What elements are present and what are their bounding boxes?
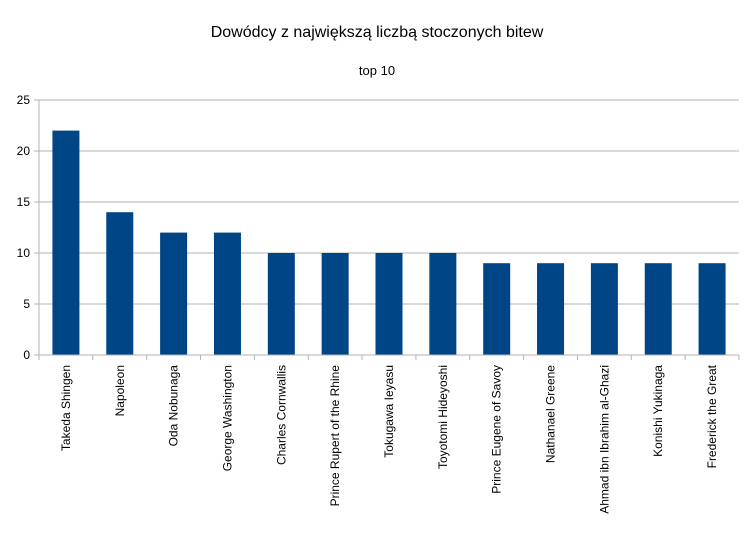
- bar-10: [590, 263, 618, 355]
- bar-8: [483, 263, 511, 355]
- x-category-label: Prince Eugene of Savoy: [490, 365, 504, 494]
- x-category-label: Napoleon: [113, 365, 127, 416]
- x-category-label: Ahmad ibn Ibrahim al-Ghazi: [597, 365, 611, 514]
- x-category-label: Nathanael Greene: [544, 365, 558, 463]
- y-tick-label: 5: [23, 297, 30, 311]
- x-category-label: Takeda Shingen: [59, 365, 73, 451]
- bar-3: [213, 232, 241, 355]
- bar-12: [698, 263, 726, 355]
- bar-6: [375, 253, 403, 355]
- x-category-label: Toyotomi Hideyoshi: [436, 365, 450, 469]
- axes: [34, 99, 740, 360]
- y-tick-label: 20: [17, 144, 31, 158]
- bar-5: [321, 253, 349, 355]
- y-tick-label: 25: [17, 93, 31, 107]
- bars: [52, 130, 726, 355]
- x-category-label: Prince Rupert of the Rhine: [328, 365, 342, 507]
- y-tick-labels: 0 5 10 15 20 25: [17, 93, 31, 362]
- bar-0: [52, 130, 80, 355]
- bar-9: [537, 263, 565, 355]
- x-category-label: Tokugawa Ieyasu: [382, 365, 396, 458]
- chart-title: Dowódcy z największą liczbą stoczonych b…: [211, 24, 544, 41]
- x-category-label: Oda Nobunaga: [167, 365, 181, 447]
- bar-4: [267, 253, 295, 355]
- bar-7: [429, 253, 457, 355]
- y-tick-label: 15: [17, 195, 31, 209]
- chart-subtitle: top 10: [359, 63, 395, 78]
- x-category-label: George Washington: [220, 365, 234, 471]
- x-category-labels: Takeda Shingen Napoleon Oda Nobunaga George…: [59, 364, 719, 513]
- bar-11: [644, 263, 672, 355]
- x-category-label: Konishi Yukinaga: [651, 365, 665, 457]
- y-tick-label: 10: [17, 246, 31, 260]
- bar-2: [160, 232, 188, 355]
- x-category-label: Charles Cornwallis: [274, 365, 288, 465]
- x-category-label: Frederick the Great: [705, 364, 719, 468]
- y-tick-label: 0: [23, 348, 30, 362]
- bar-1: [106, 212, 134, 355]
